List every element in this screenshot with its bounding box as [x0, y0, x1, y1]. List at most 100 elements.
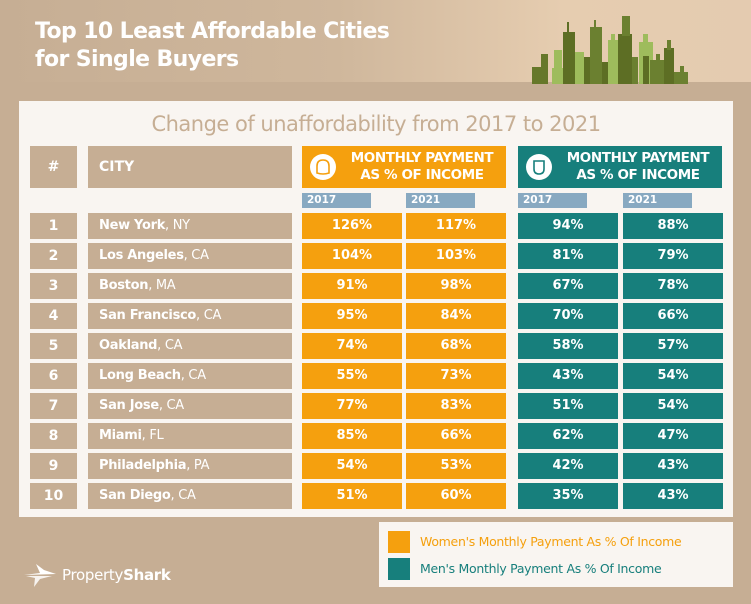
cell-city: New York, NY	[88, 213, 292, 239]
legend: Women's Monthly Payment As % Of Income M…	[379, 522, 733, 587]
city-name: Boston	[99, 278, 149, 293]
cell-women-2021: 103%	[406, 243, 506, 269]
column-header-men: MONTHLY PAYMENT AS % OF INCOME	[518, 146, 722, 188]
chart-subtitle: Change of unaffordability from 2017 to 2…	[151, 112, 601, 136]
city-name: Miami	[99, 428, 142, 443]
city-state: , CA	[180, 368, 206, 383]
city-state: , CA	[196, 308, 222, 323]
cell-women-2017: 74%	[302, 333, 402, 359]
city-name: New York	[99, 218, 166, 233]
cell-city: San Diego, CA	[88, 483, 292, 509]
page-title: Top 10 Least Affordable Cities for Singl…	[35, 18, 390, 74]
cell-city: Long Beach, CA	[88, 363, 292, 389]
cell-rank: 7	[30, 393, 77, 419]
cell-women-2017: 77%	[302, 393, 402, 419]
city-state: , FL	[141, 428, 164, 443]
cell-women-2021: 83%	[406, 393, 506, 419]
cell-city: Boston, MA	[88, 273, 292, 299]
cell-rank: 8	[30, 423, 77, 449]
cell-men-2017: 35%	[518, 483, 618, 509]
cell-women-2021: 66%	[406, 423, 506, 449]
shark-plane-icon	[24, 564, 56, 587]
cell-men-2017: 81%	[518, 243, 618, 269]
cell-city: Oakland, CA	[88, 333, 292, 359]
cell-rank: 10	[30, 483, 77, 509]
cell-rank: 2	[30, 243, 77, 269]
city-name: Oakland	[99, 338, 158, 353]
logo-text-shark: Shark	[123, 566, 171, 584]
women-header-text: MONTHLY PAYMENT AS % OF INCOME	[342, 150, 506, 184]
city-state: , CA	[158, 398, 184, 413]
cell-men-2017: 70%	[518, 303, 618, 329]
cell-men-2021: 88%	[623, 213, 723, 239]
legend-label-men: Men's Monthly Payment As % Of Income	[420, 561, 662, 576]
city-state: , PA	[186, 458, 210, 473]
cell-city: San Francisco, CA	[88, 303, 292, 329]
cell-men-2021: 57%	[623, 333, 723, 359]
city-state: , MA	[148, 278, 176, 293]
cell-rank: 1	[30, 213, 77, 239]
cell-men-2021: 43%	[623, 483, 723, 509]
cell-men-2021: 47%	[623, 423, 723, 449]
city-name: San Jose	[99, 398, 159, 413]
cell-men-2021: 79%	[623, 243, 723, 269]
column-header-women: MONTHLY PAYMENT AS % OF INCOME	[302, 146, 506, 188]
women-header-line-2: AS % OF INCOME	[360, 167, 484, 183]
cell-women-2017: 55%	[302, 363, 402, 389]
men-header-line-1: MONTHLY PAYMENT	[566, 150, 710, 166]
title-line-1: Top 10 Least Affordable Cities	[35, 19, 390, 44]
cell-women-2017: 85%	[302, 423, 402, 449]
cell-women-2021: 98%	[406, 273, 506, 299]
cell-rank: 3	[30, 273, 77, 299]
cell-men-2017: 43%	[518, 363, 618, 389]
cell-men-2017: 62%	[518, 423, 618, 449]
logo-text: PropertyShark	[62, 566, 171, 584]
cell-men-2017: 94%	[518, 213, 618, 239]
cell-women-2017: 91%	[302, 273, 402, 299]
legend-swatch-men	[388, 558, 410, 580]
cell-women-2017: 104%	[302, 243, 402, 269]
city-name: Long Beach	[99, 368, 181, 383]
cell-women-2021: 53%	[406, 453, 506, 479]
cell-men-2021: 54%	[623, 393, 723, 419]
year-tab-men-2017: 2017	[518, 193, 587, 208]
cell-women-2017: 126%	[302, 213, 402, 239]
cell-women-2021: 60%	[406, 483, 506, 509]
cell-rank: 9	[30, 453, 77, 479]
column-header-city: CITY	[88, 146, 292, 188]
cell-men-2017: 58%	[518, 333, 618, 359]
men-header-line-2: AS % OF INCOME	[576, 167, 700, 183]
column-header-rank: #	[30, 146, 77, 188]
cell-women-2021: 68%	[406, 333, 506, 359]
cell-men-2021: 54%	[623, 363, 723, 389]
city-name: Los Angeles	[99, 248, 184, 263]
cell-men-2021: 66%	[623, 303, 723, 329]
logo-text-property: Property	[62, 566, 124, 584]
cell-men-2017: 51%	[518, 393, 618, 419]
city-state: , NY	[165, 218, 190, 233]
cell-men-2017: 42%	[518, 453, 618, 479]
cell-city: Philadelphia, PA	[88, 453, 292, 479]
cell-men-2021: 43%	[623, 453, 723, 479]
city-state: , CA	[157, 338, 183, 353]
cell-women-2017: 51%	[302, 483, 402, 509]
cell-rank: 6	[30, 363, 77, 389]
woman-hat-icon	[310, 154, 336, 180]
propertyshark-logo: PropertyShark	[22, 560, 171, 590]
women-header-line-1: MONTHLY PAYMENT	[350, 150, 494, 166]
title-line-2: for Single Buyers	[35, 47, 239, 72]
year-tab-women-2017: 2017	[302, 193, 371, 208]
cell-women-2017: 54%	[302, 453, 402, 479]
cell-men-2021: 78%	[623, 273, 723, 299]
cell-women-2021: 117%	[406, 213, 506, 239]
cell-city: Los Angeles, CA	[88, 243, 292, 269]
cell-rank: 4	[30, 303, 77, 329]
city-name: San Francisco	[99, 308, 197, 323]
year-tab-men-2021: 2021	[623, 193, 692, 208]
legend-label-women: Women's Monthly Payment As % Of Income	[420, 534, 682, 549]
cell-women-2017: 95%	[302, 303, 402, 329]
city-state: , CA	[170, 488, 196, 503]
legend-swatch-women	[388, 531, 410, 553]
cell-women-2021: 73%	[406, 363, 506, 389]
city-skyline-icon	[532, 16, 688, 84]
